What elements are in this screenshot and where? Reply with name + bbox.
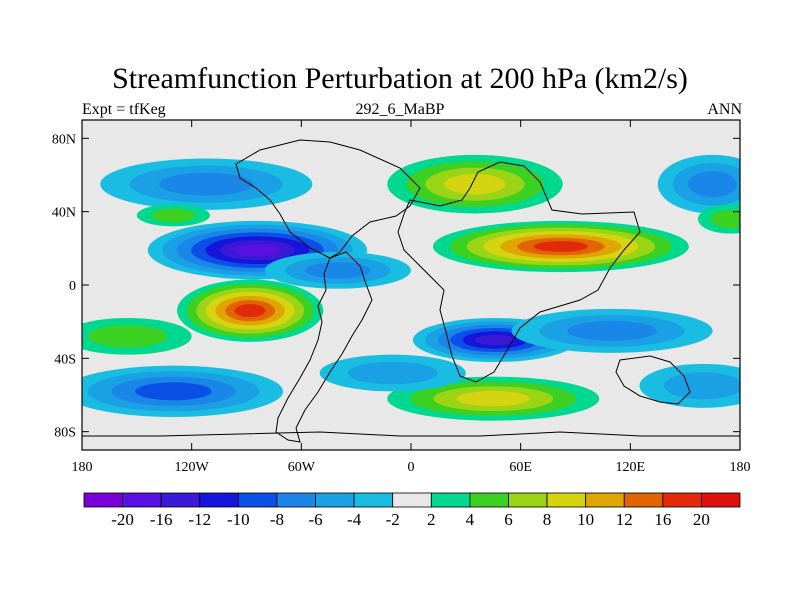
coastlines	[82, 139, 740, 443]
colorbar-swatch	[701, 492, 741, 508]
contour-band	[688, 171, 737, 198]
x-tick-label: 60W	[288, 460, 316, 475]
colorbar-swatch	[546, 492, 587, 508]
contour-band	[664, 372, 740, 400]
coastline-antarctica	[82, 431, 740, 437]
colorbar-swatch	[469, 492, 509, 508]
colorbar-swatch	[508, 492, 548, 508]
coastline-africa-eurasia	[397, 161, 641, 383]
x-tick-label: 180	[730, 460, 751, 475]
y-tick-label: 40S	[54, 352, 76, 367]
colorbar-swatch	[199, 492, 239, 508]
x-tick-label: 120E	[616, 460, 646, 475]
x-tick-labels: 180 120W 60W 0 60E 120E 180	[72, 460, 751, 475]
plot-frame	[81, 119, 741, 451]
y-tick-label: 80S	[54, 426, 76, 441]
colorbar-label: 8	[543, 510, 552, 529]
contour-feature	[136, 204, 210, 227]
contour-feature	[177, 279, 324, 342]
colorbar-label: -12	[188, 510, 211, 529]
x-tick-label: 0	[408, 460, 415, 475]
experiment-label: Expt = tfKeg	[82, 101, 166, 118]
colorbar-label: -8	[270, 510, 284, 529]
y-tick-label: 40N	[52, 206, 76, 221]
colorbar-label: -20	[111, 510, 134, 529]
y-tick-label: 0	[69, 279, 76, 294]
colorbar-label: -16	[150, 510, 173, 529]
contour-band	[533, 241, 588, 252]
contour-band	[444, 173, 506, 195]
contour-feature	[697, 204, 740, 234]
contour-feature	[319, 354, 466, 392]
case-label: 292_6_MaBP	[355, 101, 445, 118]
colorbar-label: -10	[227, 510, 250, 529]
colorbar-swatch	[237, 492, 278, 508]
y-tick-labels: 80N 40N 0 40S 80S	[52, 132, 76, 440]
colorbar-swatch	[353, 492, 394, 508]
colorbar-swatch	[623, 492, 664, 508]
contour-band	[234, 243, 281, 257]
colorbar-swatch	[585, 492, 625, 508]
contour-band	[159, 172, 254, 196]
contour-band	[150, 208, 196, 223]
colorbar-swatch	[83, 492, 123, 508]
contour-feature	[657, 154, 740, 214]
colorbar-label: 2	[427, 510, 436, 529]
chart-title: Streamfunction Perturbation at 200 hPa (…	[112, 62, 688, 95]
contour-feature	[639, 363, 740, 408]
season-label: ANN	[707, 101, 742, 118]
colorbar-swatch	[315, 492, 355, 508]
contour-band	[567, 321, 657, 341]
contour-band	[135, 382, 212, 401]
plot-area	[82, 120, 740, 450]
coastline-australia	[615, 355, 691, 405]
colorbar: -20 -16 -12 -10 -8 -6 -4 -2 2 4 6 8 10 12 16 20	[83, 492, 741, 529]
colorbar-label: 16	[654, 510, 671, 529]
colorbar-label: 6	[504, 510, 513, 529]
colorbar-swatch	[276, 492, 316, 508]
contour-band	[456, 391, 531, 407]
contour-band	[475, 334, 516, 346]
colorbar-label: -4	[347, 510, 362, 529]
colorbar-swatch	[122, 492, 162, 508]
x-tick-label: 60E	[509, 460, 532, 475]
x-tick-label: 120W	[175, 460, 210, 475]
colorbar-label: 12	[616, 510, 633, 529]
contour-band	[234, 304, 266, 318]
colorbar-label: 20	[693, 510, 710, 529]
colorbar-label: -2	[386, 510, 400, 529]
contour-band	[710, 209, 740, 229]
contour-feature	[432, 220, 689, 273]
colorbar-label: 4	[466, 510, 475, 529]
colorbar-swatch	[392, 492, 432, 508]
colorbar-swatch	[160, 492, 201, 508]
contour-fill-group	[82, 154, 740, 421]
coastline-south-america	[275, 251, 373, 443]
y-tick-label: 80N	[52, 132, 76, 147]
contour-band	[88, 325, 168, 348]
axis-ticks	[82, 120, 740, 450]
contour-feature	[387, 154, 563, 214]
contour-band	[305, 262, 371, 279]
contour-band	[347, 361, 438, 385]
contour-feature	[511, 308, 713, 353]
colorbar-label: 10	[577, 510, 594, 529]
contour-feature	[387, 376, 600, 421]
contour-feature	[82, 365, 284, 417]
colorbar-swatch	[430, 492, 471, 508]
contour-feature	[82, 318, 192, 355]
contour-feature	[100, 158, 313, 210]
colorbar-label: -6	[308, 510, 322, 529]
contour-feature	[264, 252, 411, 289]
x-tick-label: 180	[72, 460, 93, 475]
coastline-north-america	[235, 139, 421, 259]
colorbar-swatch	[662, 492, 702, 508]
